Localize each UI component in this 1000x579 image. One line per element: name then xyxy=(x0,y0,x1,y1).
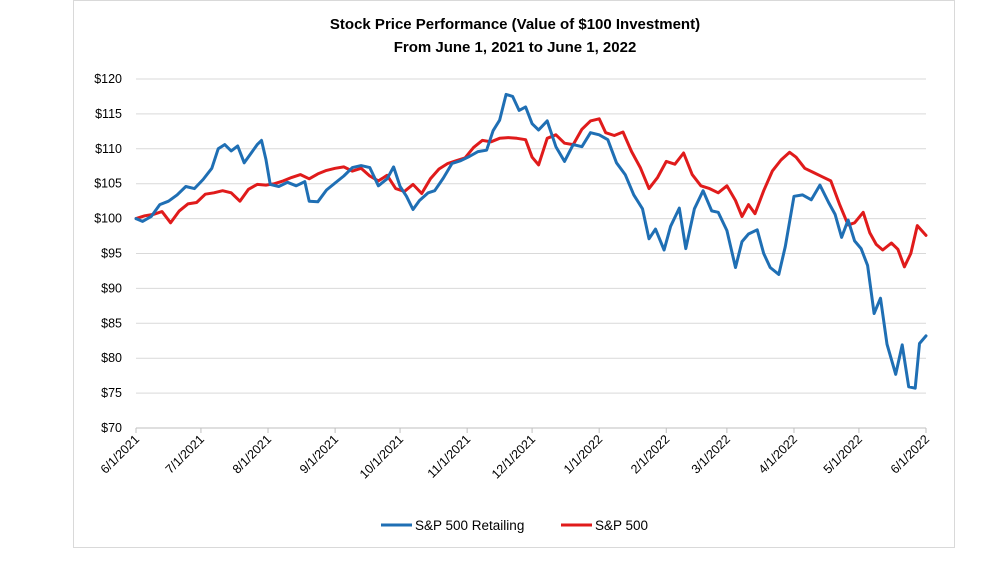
x-tick-label: 6/1/2022 xyxy=(888,432,932,476)
x-tick-label: 9/1/2021 xyxy=(297,432,341,476)
y-axis-ticks: $70 $75 $80 $85 $90 $95 $100 $105 $110 $115 $120 xyxy=(94,72,122,435)
legend-label-retailing: S&P 500 Retailing xyxy=(415,518,524,533)
y-tick-label: $95 xyxy=(101,247,122,261)
y-tick-label: $120 xyxy=(94,72,122,86)
y-tick-label: $80 xyxy=(101,351,122,365)
x-tick-label: 7/1/2021 xyxy=(163,432,207,476)
series-lines xyxy=(134,92,928,390)
x-tick-label: 6/1/2021 xyxy=(98,432,142,476)
chart-area: Stock Price Performance (Value of $100 I… xyxy=(73,0,955,548)
y-tick-label: $115 xyxy=(95,107,122,121)
y-tick-label: $90 xyxy=(101,281,122,295)
gridlines xyxy=(136,78,926,429)
x-tick-label: 12/1/2021 xyxy=(489,432,538,481)
x-tick-label: 8/1/2021 xyxy=(230,432,274,476)
legend-label-sp500: S&P 500 xyxy=(595,518,648,533)
y-tick-label: $100 xyxy=(94,212,122,226)
x-tick-label: 4/1/2022 xyxy=(756,432,800,476)
x-tick-label: 11/1/2021 xyxy=(425,432,474,481)
x-tick-label: 2/1/2022 xyxy=(628,432,672,476)
x-tick-label: 3/1/2022 xyxy=(689,432,733,476)
x-axis-ticks: 6/1/2021 7/1/2021 8/1/2021 9/1/2021 10/1/202… xyxy=(98,428,932,481)
legend: S&P 500 Retailing S&P 500 xyxy=(381,518,648,533)
y-tick-label: $105 xyxy=(94,177,122,191)
series-line-retailing xyxy=(134,92,928,390)
chart-title: Stock Price Performance (Value of $100 I… xyxy=(330,16,700,33)
y-tick-label: $75 xyxy=(101,386,122,400)
y-tick-label: $85 xyxy=(101,316,122,330)
series-line-sp500 xyxy=(134,117,928,269)
x-tick-label: 5/1/2022 xyxy=(821,432,865,476)
x-tick-label: 1/1/2022 xyxy=(561,432,605,476)
chart-subtitle: From June 1, 2021 to June 1, 2022 xyxy=(394,39,637,56)
line-chart: Stock Price Performance (Value of $100 I… xyxy=(94,16,932,533)
y-tick-label: $70 xyxy=(101,421,122,435)
x-tick-label: 10/1/2021 xyxy=(357,432,406,481)
y-tick-label: $110 xyxy=(95,142,122,156)
